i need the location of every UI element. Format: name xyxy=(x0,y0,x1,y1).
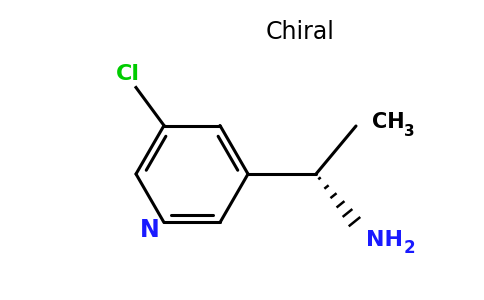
Text: CH: CH xyxy=(372,112,405,132)
Text: Chiral: Chiral xyxy=(266,20,334,44)
Text: NH: NH xyxy=(366,230,403,250)
Text: 3: 3 xyxy=(404,124,415,139)
Text: Cl: Cl xyxy=(116,64,140,83)
Text: N: N xyxy=(140,218,160,242)
Text: 2: 2 xyxy=(404,239,416,257)
